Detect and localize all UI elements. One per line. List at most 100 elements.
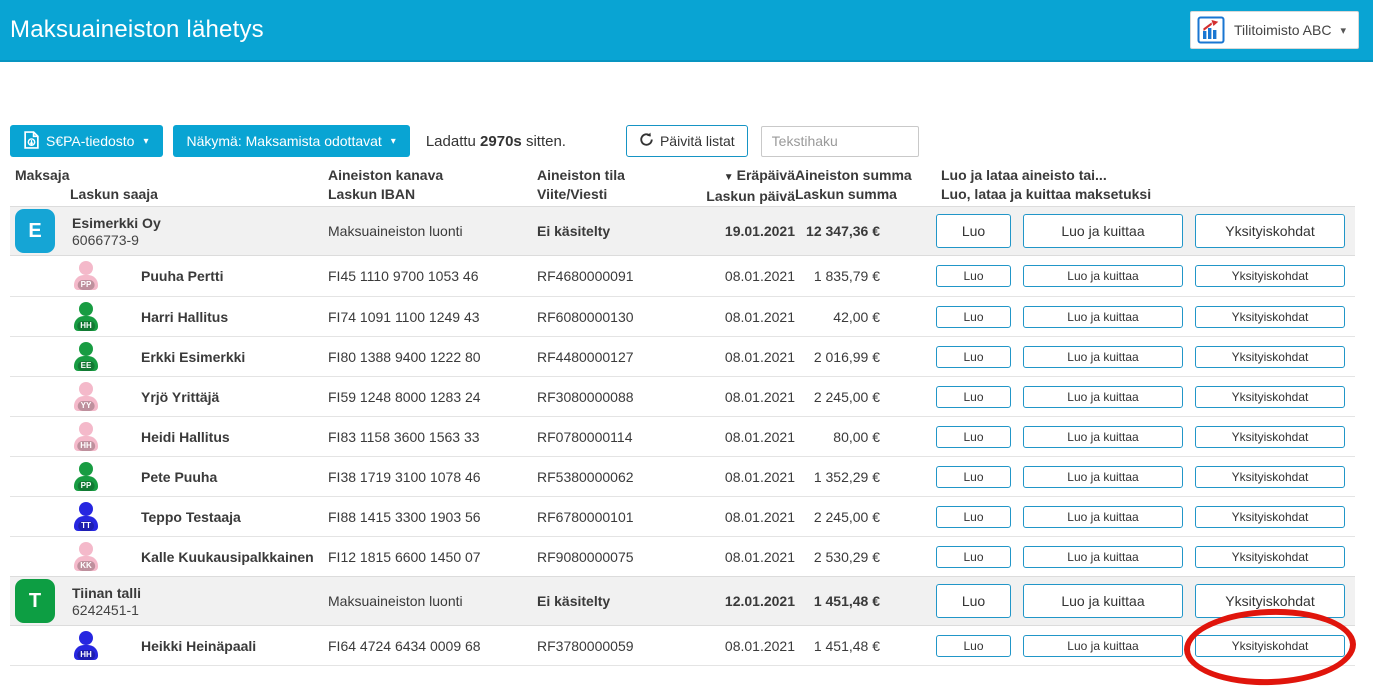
invoice-iban: FI38 1719 3100 1078 46 xyxy=(328,468,481,485)
details-button[interactable]: Yksityiskohdat xyxy=(1195,545,1345,568)
invoice-reference: RF5380000062 xyxy=(537,468,634,485)
person-avatar-body xyxy=(74,644,98,660)
create-button[interactable]: Luo xyxy=(936,425,1011,448)
person-avatar-body xyxy=(74,435,98,451)
create-and-settle-button[interactable]: Luo ja kuittaa xyxy=(1023,345,1183,368)
create-and-settle-button[interactable]: Luo ja kuittaa xyxy=(1023,385,1183,408)
create-and-settle-button[interactable]: Luo ja kuittaa xyxy=(1023,505,1183,528)
payments-table-body: E Esimerkki Oy 6066773-9 Maksuaineiston … xyxy=(10,206,1358,688)
create-button[interactable]: Luo xyxy=(936,545,1011,568)
details-button[interactable]: Yksityiskohdat xyxy=(1195,634,1345,657)
header-duedate-column: ▼ Eräpäivä Laskun päivä xyxy=(695,166,795,206)
header-laskun-summa: Laskun summa xyxy=(795,186,897,202)
payer-avatar-letter: E xyxy=(28,219,42,242)
sepa-file-button[interactable]: S€PA-tiedosto ▾ xyxy=(10,125,163,157)
page-title: Maksuaineiston lähetys xyxy=(10,16,264,43)
create-and-settle-button[interactable]: Luo ja kuittaa xyxy=(1023,465,1183,488)
header-laskun-paiva: Laskun päivä xyxy=(706,188,795,204)
invoice-sum: 2 530,29 € xyxy=(813,548,880,565)
details-button[interactable]: Yksityiskohdat xyxy=(1195,265,1345,287)
person-avatar-head xyxy=(79,501,93,516)
person-avatar: HH xyxy=(73,301,99,332)
details-button[interactable]: Yksityiskohdat xyxy=(1195,505,1345,528)
create-and-settle-button[interactable]: Luo ja kuittaa xyxy=(1023,425,1183,448)
invoice-sum: 2 016,99 € xyxy=(813,348,880,365)
material-status: Ei käsitelty xyxy=(537,593,611,609)
create-and-settle-button[interactable]: Luo ja kuittaa xyxy=(1023,214,1183,248)
payee-name: Erkki Esimerkki xyxy=(141,348,246,365)
payee-name: Heidi Hallitus xyxy=(141,428,230,445)
payer-avatar: T xyxy=(15,579,55,623)
header-luo-ja-lataa: Luo ja lataa aineisto tai... xyxy=(941,167,1107,183)
refresh-list-button[interactable]: Päivitä listat xyxy=(625,125,748,157)
details-button[interactable]: Yksityiskohdat xyxy=(1195,465,1345,488)
invoice-sum: 80,00 € xyxy=(833,428,880,445)
create-and-settle-button[interactable]: Luo ja kuittaa xyxy=(1023,584,1183,618)
create-button[interactable]: Luo xyxy=(936,214,1011,248)
invoice-row: EE Erkki Esimerkki FI80 1388 9400 1222 8… xyxy=(10,336,1355,376)
details-button[interactable]: Yksityiskohdat xyxy=(1195,214,1345,248)
payer-avatar: E xyxy=(15,209,55,253)
payer-business-id: 6066773-9 xyxy=(72,231,139,248)
material-channel: Maksuaineiston luonti xyxy=(328,223,463,239)
invoice-row: PP Puuha Pertti FI45 1110 9700 1053 46 R… xyxy=(10,256,1355,296)
payee-name: Puuha Pertti xyxy=(141,268,224,284)
invoice-sum: 2 245,00 € xyxy=(813,388,880,405)
create-button[interactable]: Luo xyxy=(936,305,1011,328)
create-button[interactable]: Luo xyxy=(936,265,1011,287)
create-button[interactable]: Luo xyxy=(936,505,1011,528)
text-search-input[interactable] xyxy=(760,125,919,157)
view-selector-label: Näkymä: Maksamista odottavat xyxy=(186,133,382,149)
create-and-settle-button[interactable]: Luo ja kuittaa xyxy=(1023,545,1183,568)
invoice-iban: FI12 1815 6600 1450 07 xyxy=(328,548,481,565)
invoice-reference: RF0780000114 xyxy=(537,428,633,445)
details-button[interactable]: Yksityiskohdat xyxy=(1195,425,1345,448)
header-channel-column: Aineiston kanava Laskun IBAN xyxy=(320,166,535,204)
create-button[interactable]: Luo xyxy=(936,345,1011,368)
view-selector-button[interactable]: Näkymä: Maksamista odottavat ▾ xyxy=(172,125,410,157)
details-button[interactable]: Yksityiskohdat xyxy=(1195,305,1345,328)
person-avatar-body xyxy=(74,555,98,571)
sepa-file-button-label: S€PA-tiedosto xyxy=(46,133,135,149)
invoice-iban: FI80 1388 9400 1222 80 xyxy=(328,348,481,365)
table-header-row: Maksaja Laskun saaja Aineiston kanava La… xyxy=(10,160,1355,206)
header-erapaiva[interactable]: ▼ Eräpäivä xyxy=(723,167,795,183)
header-aineiston-tila: Aineiston tila xyxy=(537,167,625,183)
app-header: Maksuaineiston lähetys Tilitoimisto ABC … xyxy=(0,0,1373,62)
create-and-settle-button[interactable]: Luo ja kuittaa xyxy=(1023,265,1183,287)
person-avatar-head xyxy=(79,461,93,476)
invoice-row: HH Heidi Hallitus FI83 1158 3600 1563 33… xyxy=(10,416,1355,456)
person-avatar: KK xyxy=(73,541,99,572)
material-status: Ei käsitelty xyxy=(537,223,611,239)
invoice-iban: FI88 1415 3300 1903 56 xyxy=(328,508,481,525)
header-status-column: Aineiston tila Viite/Viesti xyxy=(535,166,695,204)
create-button[interactable]: Luo xyxy=(936,584,1011,618)
account-menu-button[interactable]: Tilitoimisto ABC ▾ xyxy=(1189,11,1359,49)
create-button[interactable]: Luo xyxy=(936,465,1011,488)
header-laskun-saaja: Laskun saaja xyxy=(70,186,158,202)
header-luo-lataa-kuittaa: Luo, lataa ja kuittaa maksetuksi xyxy=(941,186,1152,202)
person-avatar-initials: PP xyxy=(77,480,95,491)
create-and-settle-button[interactable]: Luo ja kuittaa xyxy=(1023,305,1183,328)
invoice-date: 08.01.2021 xyxy=(724,388,795,405)
invoice-sum: 1 451,48 € xyxy=(813,637,880,654)
payer-name: Tiinan talli xyxy=(72,584,141,601)
person-avatar-body xyxy=(74,515,98,531)
invoice-iban: FI74 1091 1100 1249 43 xyxy=(328,308,480,325)
person-avatar-initials: KK xyxy=(77,560,95,571)
person-avatar-head xyxy=(79,341,93,356)
chevron-down-icon: ▾ xyxy=(1340,24,1346,37)
person-avatar-initials: PP xyxy=(77,280,95,290)
due-date: 19.01.2021 xyxy=(724,223,795,239)
person-avatar-head xyxy=(79,381,93,396)
invoice-reference: RF9080000075 xyxy=(537,548,634,565)
create-and-settle-button[interactable]: Luo ja kuittaa xyxy=(1023,634,1183,657)
create-button[interactable]: Luo xyxy=(936,634,1011,657)
invoice-row: HH Heikki Heinäpaali FI64 4724 6434 0009… xyxy=(10,605,1358,688)
details-button[interactable]: Yksityiskohdat xyxy=(1195,385,1345,408)
create-button[interactable]: Luo xyxy=(936,385,1011,408)
person-avatar: EE xyxy=(73,341,99,372)
person-avatar-initials: YY xyxy=(77,400,95,411)
details-button[interactable]: Yksityiskohdat xyxy=(1195,584,1345,618)
details-button[interactable]: Yksityiskohdat xyxy=(1195,345,1345,368)
